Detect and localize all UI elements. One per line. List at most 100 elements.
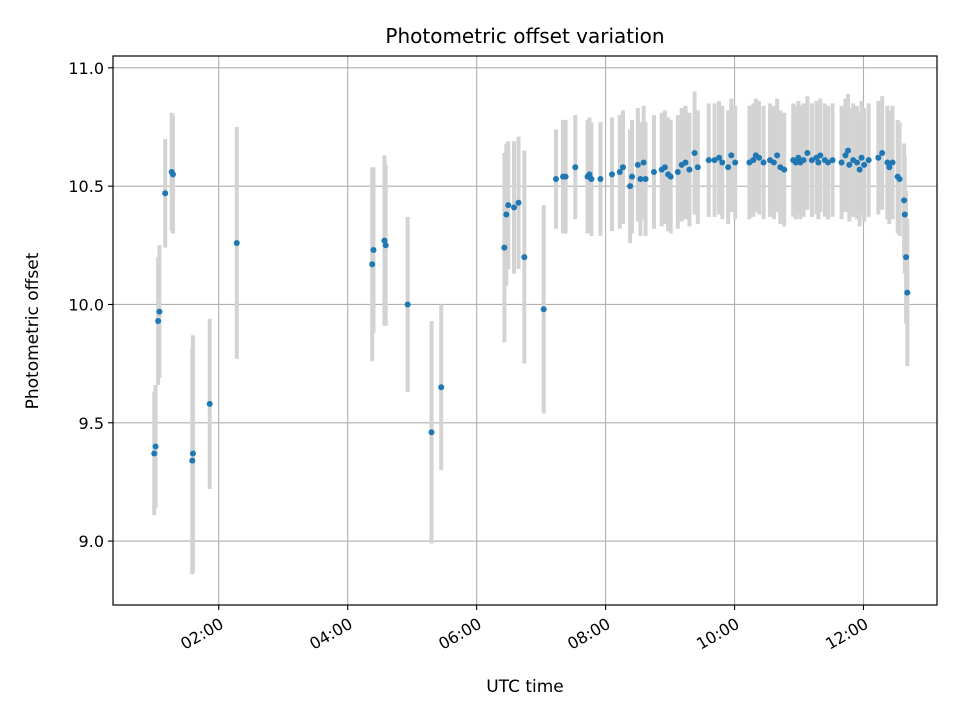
data-point <box>597 176 604 183</box>
data-point <box>875 154 882 161</box>
data-point <box>829 157 836 164</box>
data-point <box>904 289 911 296</box>
data-point <box>854 159 861 166</box>
data-point <box>155 318 162 325</box>
data-point <box>896 176 903 183</box>
data-point <box>428 429 435 436</box>
data-point <box>552 176 559 183</box>
data-point <box>620 164 627 171</box>
data-point <box>572 164 579 171</box>
y-tick-label: 10.0 <box>68 295 104 314</box>
data-point <box>774 152 781 159</box>
data-point <box>760 159 767 166</box>
data-point <box>825 159 832 166</box>
data-points <box>151 147 911 464</box>
data-point <box>901 197 908 204</box>
data-point <box>369 261 376 268</box>
y-tick-label: 10.5 <box>68 177 104 196</box>
y-tick-label: 9.0 <box>79 532 104 551</box>
data-point <box>815 159 822 166</box>
y-tick-label: 9.5 <box>79 414 104 433</box>
data-point <box>792 159 799 166</box>
data-point <box>719 159 726 166</box>
data-point <box>838 159 845 166</box>
data-point <box>511 204 518 211</box>
data-point <box>716 154 723 161</box>
plot-frame <box>112 55 938 606</box>
data-point <box>629 173 636 180</box>
data-point <box>381 237 388 244</box>
data-point <box>808 157 815 164</box>
data-point <box>206 400 213 407</box>
data-point <box>616 168 623 175</box>
data-point <box>609 171 616 178</box>
data-point <box>642 176 649 183</box>
data-point <box>640 159 647 166</box>
data-point <box>889 159 896 166</box>
data-point <box>674 168 681 175</box>
data-point <box>770 159 777 166</box>
data-point <box>865 157 872 164</box>
y-axis-title: Photometric offset <box>23 252 43 409</box>
data-point <box>800 157 807 164</box>
data-point <box>728 152 735 159</box>
data-point <box>804 150 811 157</box>
data-point <box>711 157 718 164</box>
data-point <box>151 450 158 457</box>
data-point <box>634 161 641 168</box>
data-point <box>845 147 852 154</box>
y-tick-label: 11.0 <box>68 59 104 78</box>
data-point <box>169 171 176 178</box>
data-point <box>503 211 510 218</box>
x-axis-title: UTC time <box>486 677 564 697</box>
data-point <box>846 161 853 168</box>
data-point <box>650 168 657 175</box>
data-point <box>501 244 508 251</box>
data-point <box>370 247 377 254</box>
data-point <box>750 157 757 164</box>
chart-title: Photometric offset variation <box>385 24 664 48</box>
data-point <box>858 154 865 161</box>
data-point <box>505 202 512 209</box>
data-point <box>861 161 868 168</box>
data-point <box>382 242 389 249</box>
data-point <box>732 159 739 166</box>
data-point <box>404 301 411 308</box>
data-point <box>156 308 163 315</box>
data-point <box>879 150 886 157</box>
data-point <box>686 166 693 173</box>
data-point <box>661 164 668 171</box>
data-point <box>705 157 712 164</box>
data-point <box>562 173 569 180</box>
data-point <box>515 199 522 206</box>
data-point <box>795 154 802 161</box>
data-point <box>781 166 788 173</box>
data-point <box>627 183 634 190</box>
data-point <box>521 254 528 261</box>
data-point <box>694 164 701 171</box>
y-axis-ticks: 9.0 9.5 10.0 10.5 11.0 <box>68 59 113 551</box>
data-point <box>233 239 240 246</box>
data-point <box>637 176 644 183</box>
data-point <box>886 164 893 171</box>
data-point <box>842 152 849 159</box>
data-point <box>162 190 169 197</box>
data-point <box>901 211 908 218</box>
data-point <box>189 450 196 457</box>
data-point <box>817 152 824 159</box>
data-point <box>884 159 891 166</box>
data-point <box>756 154 763 161</box>
data-point <box>588 176 595 183</box>
data-point <box>438 384 445 391</box>
data-point <box>903 254 910 261</box>
data-point <box>682 159 689 166</box>
data-point <box>691 150 698 157</box>
data-point <box>189 457 196 464</box>
data-point <box>856 166 863 173</box>
data-point <box>586 171 593 178</box>
data-point <box>540 306 547 313</box>
data-point <box>725 164 732 171</box>
data-point <box>667 173 674 180</box>
data-point <box>152 443 159 450</box>
